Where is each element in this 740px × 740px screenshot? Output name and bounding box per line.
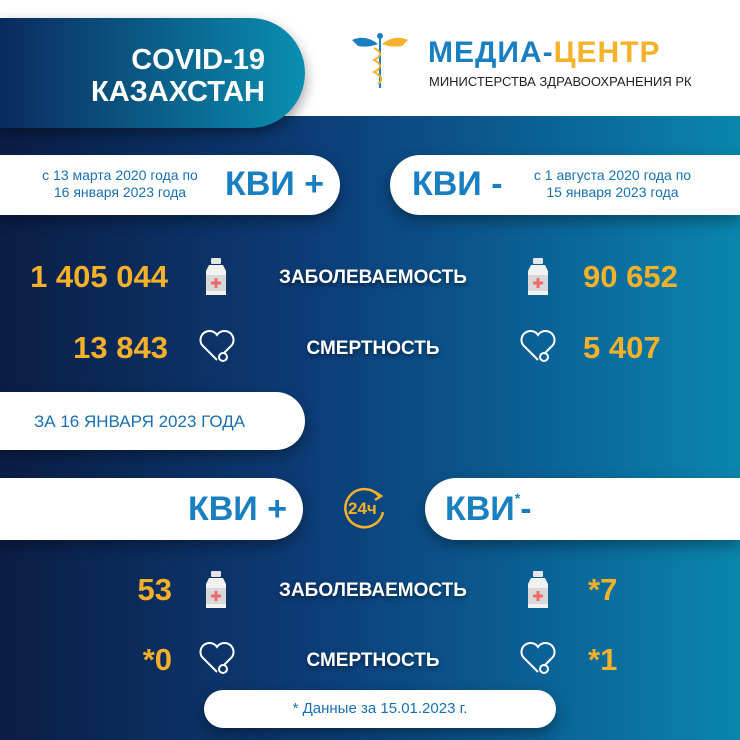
kvi-minus-label: КВИ - (412, 165, 503, 203)
daily-kvi-plus: КВИ + (188, 490, 288, 528)
24h-badge-icon: 24ч (341, 486, 389, 532)
daily-kvi-minus: КВИ (445, 490, 515, 528)
stat-label: ЗАБОЛЕВАЕМОСТЬ (279, 580, 467, 601)
stat-left-value: 53 (137, 572, 172, 607)
heart-icon (197, 328, 237, 369)
footnote: * Данные за 15.01.2023 г. (204, 690, 556, 728)
heart-icon (518, 328, 558, 369)
logo-subtitle: МИНИСТЕРСТВА ЗДРАВООХРАНЕНИЯ РК (429, 74, 692, 89)
stat-label: ЗАБОЛЕВАЕМОСТЬ (279, 267, 467, 288)
date-label: ЗА 16 ЯНВАРЯ 2023 ГОДА (34, 412, 246, 431)
stat-left-value: 1 405 044 (30, 259, 168, 294)
24h-text: 24ч (348, 499, 377, 518)
period-left-line2: 16 января 2023 года (53, 184, 187, 200)
minus-sign: - (520, 490, 532, 528)
period-right-line2: 15 января 2023 года (546, 184, 679, 200)
stat-left-value: *0 (142, 642, 172, 677)
daily-left-pill: КВИ + (0, 478, 303, 540)
cumulative-right-pill: КВИ - с 1 августа 2020 года по 15 января … (390, 155, 740, 215)
cumulative-left-pill: с 13 марта 2020 года по 16 января 2023 го… (0, 155, 340, 215)
title-line1: COVID-19 (131, 44, 265, 76)
title-line2: КАЗАХСТАН (91, 76, 265, 108)
medicine-bottle-icon (525, 257, 551, 302)
asterisk: * (514, 490, 521, 506)
daily-right-pill: КВИ*- (425, 478, 740, 540)
stat-right-value: 90 652 (583, 259, 678, 294)
kvi-plus-label: КВИ + (225, 165, 325, 203)
stat-label: СМЕРТНОСТЬ (306, 338, 440, 359)
logo-part2: ЦЕНТР (553, 36, 661, 69)
stat-right-value: *7 (588, 572, 618, 607)
stat-right-value: 5 407 (583, 330, 661, 365)
date-pill: ЗА 16 ЯНВАРЯ 2023 ГОДА (0, 392, 305, 450)
stat-label: СМЕРТНОСТЬ (306, 650, 440, 671)
title-pill: COVID-19 КАЗАХСТАН (0, 18, 305, 128)
logo-title: МЕДИА-ЦЕНТР (428, 36, 661, 70)
stat-left-value: 13 843 (73, 330, 168, 365)
heart-icon (197, 640, 237, 681)
period-right-line1: с 1 августа 2020 года по (533, 167, 692, 183)
heart-icon (518, 640, 558, 681)
stat-right-value: *1 (588, 642, 618, 677)
medicine-bottle-icon (203, 570, 229, 615)
medicine-bottle-icon (525, 570, 551, 615)
caduceus-logo-icon (350, 30, 410, 90)
medicine-bottle-icon (203, 257, 229, 302)
logo-part1: МЕДИА- (428, 36, 554, 69)
period-left-line1: с 13 марта 2020 года по (42, 167, 198, 183)
